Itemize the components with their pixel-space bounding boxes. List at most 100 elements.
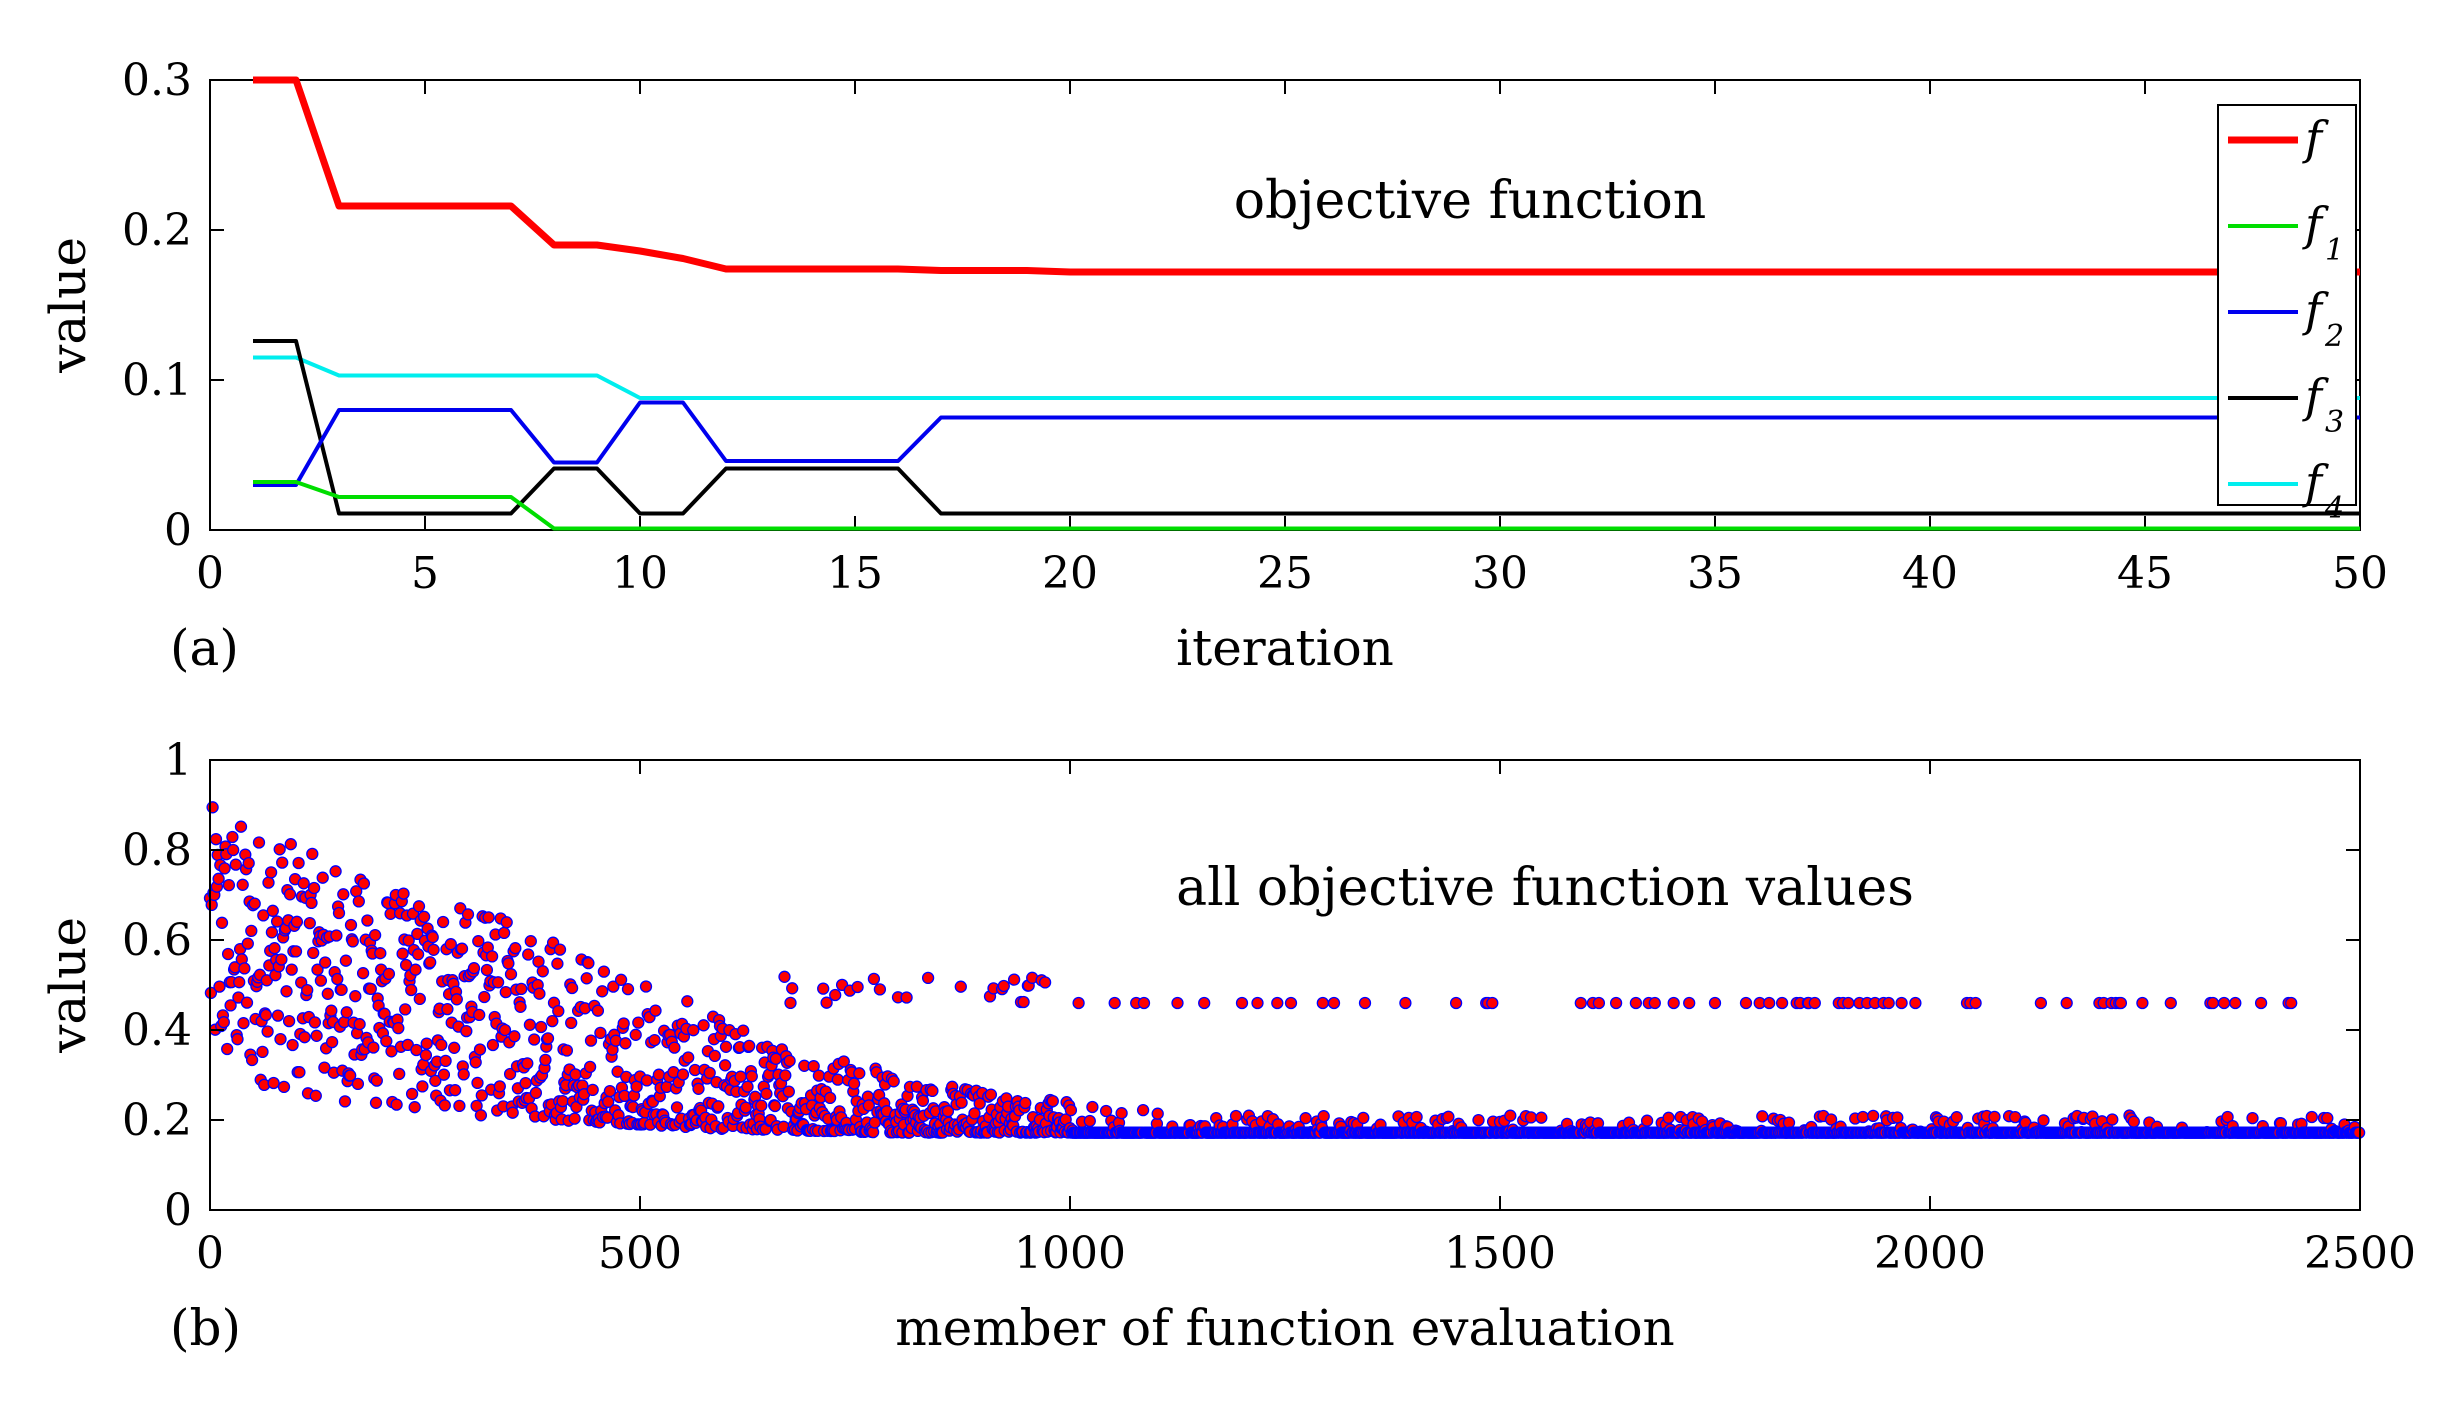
scatter-point <box>267 1076 280 1090</box>
scatter-point <box>319 956 332 969</box>
scatter-point <box>233 976 246 989</box>
scatter-point <box>382 967 396 981</box>
scatter-point <box>2106 1113 2119 1126</box>
panel-a-ticks: 0 5 10 15 20 25 30 35 40 45 50 0 0.1 0.2 0.3 <box>122 55 2388 599</box>
scatter-point <box>712 1100 725 1113</box>
scatter-point <box>307 881 321 895</box>
scatter-point <box>1950 1111 1963 1124</box>
scatter-point <box>509 942 522 955</box>
scatter-point <box>719 1040 733 1053</box>
scatter-point <box>503 1067 517 1081</box>
scatter-point <box>2114 996 2128 1010</box>
series-line-f2 <box>253 400 2360 487</box>
scatter-point <box>318 1061 331 1074</box>
scatter-point <box>349 990 362 1003</box>
legend-subscript: 4 <box>2324 491 2344 526</box>
scatter-point <box>703 1066 716 1080</box>
scatter-point <box>1064 1104 1078 1117</box>
scatter-point <box>521 1057 534 1070</box>
scatter-point <box>426 931 439 944</box>
scatter-point <box>1842 996 1855 1010</box>
scatter-point <box>420 1037 433 1050</box>
scatter-point <box>760 1087 773 1100</box>
scatter-point <box>242 856 255 870</box>
scatter-point <box>552 1004 565 1018</box>
panel-b-ytick-label: 1 <box>164 735 192 786</box>
scatter-point <box>1251 996 1264 1010</box>
series-line-f <box>253 76 2360 276</box>
scatter-point <box>1115 1107 1128 1120</box>
scatter-point <box>619 1037 632 1050</box>
panel-b-xtick-label: 1500 <box>1444 1228 1556 1279</box>
panel-b-axes-box <box>209 759 2361 1211</box>
scatter-point <box>1969 996 1982 1010</box>
scatter-point <box>823 1091 837 1105</box>
scatter-point <box>1486 996 1499 1010</box>
scatter-point <box>397 887 410 900</box>
scatter-point <box>515 982 528 996</box>
scatter-point <box>1108 996 1121 1010</box>
scatter-point <box>504 968 518 981</box>
scatter-point <box>229 858 242 871</box>
scatter-point <box>692 1082 705 1095</box>
panel-b-scatter-chart: 0 500 1000 1500 2000 2500 0 0.2 0.4 0.6 0.8 1 all o… <box>39 735 2416 1357</box>
scatter-point <box>337 888 350 901</box>
scatter-point <box>617 1017 630 1030</box>
scatter-point <box>293 1066 306 1079</box>
scatter-point <box>441 1002 454 1016</box>
scatter-point <box>676 1068 690 1081</box>
scatter-point <box>2206 996 2220 1010</box>
scatter-point <box>276 856 289 869</box>
scatter-point <box>755 1099 768 1112</box>
scatter-point <box>1609 996 1623 1010</box>
scatter-point <box>873 983 887 996</box>
scatter-point <box>639 980 653 993</box>
scatter-point <box>357 877 371 890</box>
scatter-point <box>402 934 415 947</box>
scatter-point <box>1316 996 1329 1010</box>
series-line-f4 <box>253 355 2360 400</box>
legend-subscript: 1 <box>2325 233 2344 268</box>
scatter-point <box>560 1044 574 1057</box>
scatter-point <box>743 1039 756 1053</box>
scatter-point <box>1909 996 1922 1010</box>
scatter-point <box>533 987 546 1000</box>
scatter-point <box>265 926 279 939</box>
scatter-point <box>1399 996 1412 1010</box>
panel-a-ytick-label: 0 <box>164 505 192 556</box>
scatter-point <box>591 1004 605 1017</box>
scatter-point <box>367 1041 380 1054</box>
panel-a-legend: ff 1f 2f 3f 4 <box>2217 104 2357 526</box>
scatter-point <box>1808 996 1821 1010</box>
scatter-point <box>1683 996 1696 1010</box>
scatter-point <box>1086 1100 1099 1114</box>
scatter-point <box>916 1094 930 1107</box>
scatter-point <box>248 897 261 910</box>
scatter-point <box>831 1073 844 1086</box>
scatter-point <box>739 1101 752 1114</box>
scatter-point <box>478 990 491 1004</box>
scatter-point <box>325 1004 338 1017</box>
scatter-point <box>303 916 316 930</box>
scatter-point <box>584 1034 598 1047</box>
panel-b-xtick-label: 1000 <box>1014 1228 1126 1279</box>
scatter-point <box>1136 1103 1150 1117</box>
scatter-point <box>212 872 225 885</box>
scatter-point <box>369 1096 383 1109</box>
scatter-point <box>448 1041 461 1054</box>
scatter-point <box>807 1060 820 1073</box>
scatter-point <box>217 1016 230 1029</box>
scatter-point <box>215 916 229 929</box>
scatter-point <box>2229 996 2242 1010</box>
scatter-point <box>224 999 237 1012</box>
scatter-point <box>514 1000 527 1013</box>
panel-b-ytick-label: 0 <box>164 1185 192 1236</box>
panel-a-annotation: objective function <box>1234 171 1707 231</box>
scatter-point <box>346 935 359 948</box>
scatter-point <box>597 965 611 978</box>
panel-b-ytick-label: 0.4 <box>122 1005 192 1056</box>
scatter-point <box>311 963 324 976</box>
scatter-point <box>473 1043 487 1056</box>
scatter-point <box>331 972 344 986</box>
scatter-point <box>467 962 481 975</box>
